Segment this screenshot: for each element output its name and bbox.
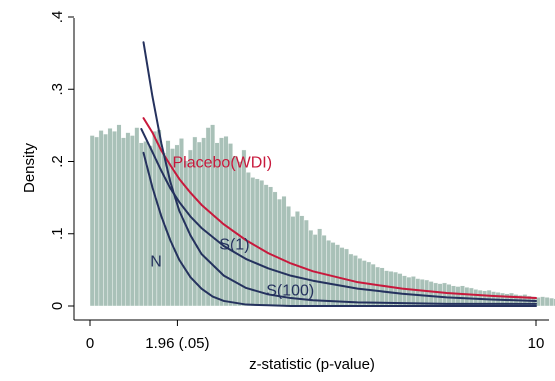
histogram-bars [89, 124, 555, 307]
y-axis-label: Density [21, 142, 38, 193]
series-line-n [142, 151, 537, 307]
histogram-bar [134, 127, 140, 307]
histogram-bar [419, 279, 425, 307]
histogram-bar [433, 282, 439, 307]
histogram-bar [397, 273, 403, 307]
histogram-bar [103, 133, 109, 307]
histogram-bar [121, 137, 126, 307]
histogram-bar [344, 248, 349, 307]
histogram-bar [424, 279, 430, 307]
histogram-bar [446, 284, 452, 307]
axes: 0 .1 .2 .3 .4 0 1.96 (.05) 10 Density z-statis… [21, 11, 549, 373]
density-curves [140, 41, 537, 307]
histogram-bar [259, 180, 265, 307]
histogram-bar [94, 136, 100, 307]
histogram-bar [321, 234, 327, 307]
histogram-bar [384, 270, 390, 307]
histogram-bar [254, 178, 260, 307]
histogram-bar [540, 296, 546, 307]
curve-labels: Placebo(WDI) S(1) S(100) N [150, 154, 314, 299]
y-ticks: 0 .1 .2 .3 .4 [49, 11, 74, 310]
histogram-bar [410, 276, 416, 307]
curve-label-s-1: S(1) [219, 237, 249, 254]
histogram-bar [107, 128, 113, 307]
histogram-bar [250, 177, 256, 307]
histogram-bar [138, 142, 144, 307]
histogram-bar [187, 149, 193, 307]
y-tick-label: .2 [49, 155, 66, 168]
histogram-bar [335, 244, 340, 307]
histogram-bar [402, 275, 407, 307]
curve-label-n: N [150, 253, 162, 270]
series-line-placebo-wdi [142, 117, 537, 300]
x-tick-label: 1.96 (.05) [145, 335, 209, 352]
histogram-bar [112, 130, 117, 307]
histogram-bar [339, 247, 345, 307]
y-tick-label: .4 [49, 11, 66, 24]
histogram-bar [388, 271, 394, 307]
histogram-bar [317, 228, 323, 307]
histogram-bar [156, 129, 162, 307]
x-tick-label: 10 [528, 335, 545, 352]
histogram-bar [428, 281, 434, 307]
histogram-bar [183, 160, 189, 307]
histogram-bar [442, 282, 447, 307]
histogram-bar [437, 283, 443, 307]
histogram-bar [326, 240, 332, 307]
histogram-bar [415, 278, 421, 307]
y-tick-label: .3 [49, 83, 66, 96]
histogram-bar [330, 242, 336, 307]
y-tick-label: 0 [49, 302, 66, 310]
y-tick-label: .1 [49, 227, 66, 240]
curve-label-placebo-wdi: Placebo(WDI) [173, 154, 273, 171]
histogram-bar [553, 298, 555, 307]
histogram-bar [406, 276, 412, 307]
histogram-bar [89, 135, 95, 307]
histogram-bar [241, 149, 247, 307]
histogram-bar [549, 297, 555, 307]
histogram-bar [544, 297, 550, 307]
curve-label-s-100: S(100) [266, 283, 314, 300]
histogram-bar [116, 124, 122, 307]
series-line-s-100 [142, 41, 537, 305]
histogram-bar [125, 132, 131, 307]
x-axis-label: z-statistic (p-value) [249, 356, 375, 373]
histogram-bar [393, 271, 398, 307]
histogram-bar [98, 130, 104, 307]
x-ticks: 0 1.96 (.05) 10 [86, 320, 545, 352]
series-line-s-1 [140, 127, 537, 302]
x-tick-label: 0 [86, 335, 94, 352]
histogram-bar [375, 266, 381, 307]
histogram-bar [129, 135, 135, 307]
